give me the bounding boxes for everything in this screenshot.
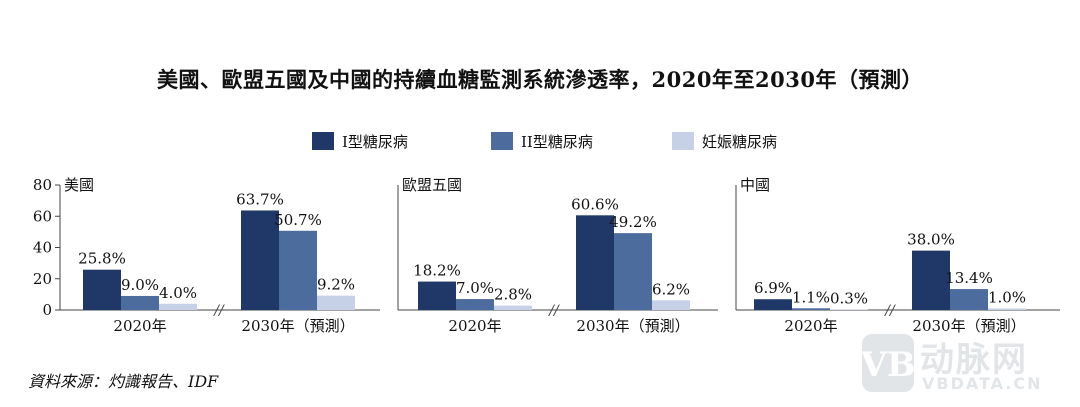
legend-label-gestational: 妊娠糖尿病	[702, 132, 778, 151]
panel-title-2: 中國	[740, 176, 770, 194]
bar-0-0-1	[121, 295, 159, 310]
legend-swatch-type2	[491, 132, 513, 150]
data-label-2-1-2: 1.0%	[988, 288, 1026, 306]
data-label-0-0-1: 9.0%	[121, 276, 159, 294]
bar-2-0-0	[754, 299, 792, 310]
x-tick-label-2-0: 2020年	[784, 317, 837, 335]
bar-0-1-1	[279, 230, 317, 310]
watermark: VB 动脉网 VBDATA.CN	[858, 330, 1078, 400]
data-label-1-1-1: 49.2%	[609, 213, 657, 231]
data-label-2-0-1: 1.1%	[792, 288, 830, 306]
svg-text:VB: VB	[859, 345, 915, 385]
legend-item-type2: II型糖尿病	[491, 128, 593, 154]
legend-label-type2: II型糖尿病	[521, 132, 593, 151]
chart-title: 美國、歐盟五國及中國的持續血糖監測系統滲透率，2020年至2030年（預測）	[157, 67, 923, 92]
y-tick-label-0-1: 20	[33, 270, 52, 288]
data-label-0-0-0: 25.8%	[78, 250, 126, 268]
bar-2-1-0	[912, 250, 950, 310]
bar-2-1-1	[950, 289, 988, 310]
bar-0-0-2	[159, 303, 197, 310]
data-label-2-0-0: 6.9%	[754, 279, 792, 297]
x-tick-label-1-1: 2030年（預測）	[576, 317, 689, 335]
data-label-0-1-2: 9.2%	[317, 276, 355, 294]
watermark-logo-text: 动脉网	[920, 340, 1028, 380]
data-label-2-1-0: 38.0%	[907, 231, 955, 249]
source-note: 資料來源：灼識報告、IDF	[28, 372, 219, 391]
legend-swatch-gestational	[672, 132, 694, 150]
panel-title-1: 歐盟五國	[402, 176, 462, 194]
data-label-1-1-0: 60.6%	[571, 195, 619, 213]
data-label-2-1-1: 13.4%	[945, 269, 993, 287]
bar-0-0-0	[83, 269, 121, 310]
bar-2-1-2	[988, 308, 1026, 310]
y-tick-label-0-3: 60	[33, 207, 52, 225]
data-label-0-1-1: 50.7%	[274, 211, 322, 229]
y-tick-label-0-2: 40	[33, 239, 52, 257]
data-label-1-0-0: 18.2%	[413, 262, 461, 280]
bar-0-1-2	[317, 295, 355, 310]
axis-break-2: //	[883, 303, 896, 319]
axis-break-1: //	[547, 303, 560, 319]
data-label-1-0-1: 7.0%	[456, 279, 494, 297]
data-label-1-0-2: 2.8%	[494, 286, 532, 304]
bar-1-1-1	[614, 233, 652, 310]
bar-2-0-1	[792, 308, 830, 310]
legend-item-gestational: 妊娠糖尿病	[672, 128, 777, 154]
bar-1-0-2	[494, 305, 532, 310]
legend: I型糖尿病 II型糖尿病 妊娠糖尿病	[0, 128, 1080, 154]
x-tick-label-0-0: 2020年	[113, 317, 166, 335]
data-label-0-0-2: 4.0%	[159, 284, 197, 302]
y-tick-label-0-0: 0	[42, 301, 52, 319]
bar-1-0-0	[418, 281, 456, 310]
x-tick-label-2-1: 2030年（預測）	[912, 317, 1025, 335]
watermark-url: VBDATA.CN	[922, 374, 1043, 393]
legend-item-type1: I型糖尿病	[312, 128, 408, 154]
x-tick-label-0-1: 2030年（預測）	[241, 317, 354, 335]
bar-1-1-2	[652, 300, 690, 310]
y-tick-label-0-4: 80	[33, 176, 52, 194]
data-label-2-0-2: 0.3%	[830, 290, 868, 308]
data-label-1-1-2: 6.2%	[652, 280, 690, 298]
x-tick-label-1-0: 2020年	[448, 317, 501, 335]
data-label-0-1-0: 63.7%	[236, 190, 284, 208]
legend-swatch-type1	[312, 132, 334, 150]
vb-logo-icon: VB	[859, 334, 916, 392]
panel-title-0: 美國	[64, 176, 94, 194]
bar-0-1-0	[241, 210, 279, 310]
bar-1-0-1	[456, 299, 494, 310]
bar-1-1-0	[576, 215, 614, 310]
axis-break-0: //	[212, 303, 225, 319]
legend-label-type1: I型糖尿病	[342, 132, 408, 151]
